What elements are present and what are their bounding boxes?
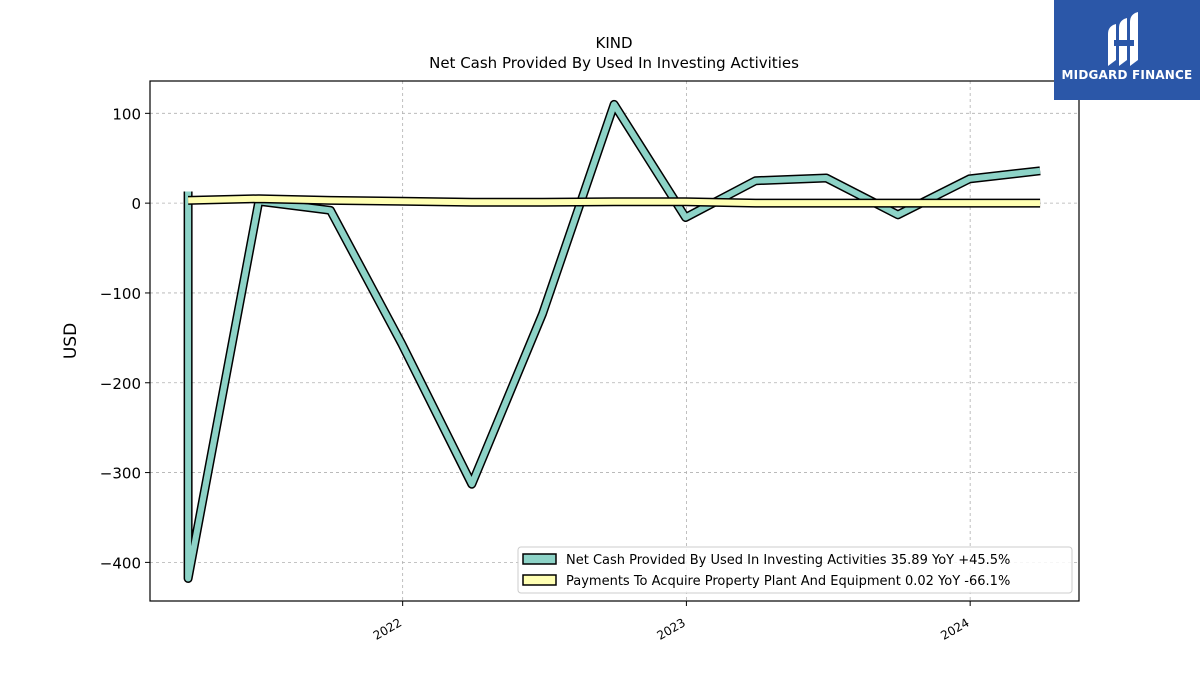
legend: Net Cash Provided By Used In Investing A… [517, 546, 1073, 594]
x-tick-label: 2022 [371, 615, 404, 642]
y-tick-label: 100 [112, 105, 141, 123]
x-tick-label: 2023 [654, 615, 687, 642]
legend-swatch-capex [522, 574, 557, 586]
series-line [188, 195, 1041, 207]
legend-box [517, 546, 1073, 594]
series-1 [187, 194, 1041, 208]
x-tick-label: 2024 [938, 615, 971, 642]
y-tick-label: −200 [100, 375, 141, 393]
brand-name: MIDGARD FINANCE [1061, 68, 1193, 82]
y-tick-label: −100 [100, 285, 141, 303]
legend-swatch-net-cash [522, 553, 557, 565]
chart-subtitle: Net Cash Provided By Used In Investing A… [429, 54, 799, 72]
y-tick-label: −300 [100, 465, 141, 483]
grid-lines [150, 81, 1079, 601]
series-line [185, 101, 1041, 582]
series-lines [183, 99, 1041, 583]
y-axis-label: USD [61, 323, 81, 359]
legend-label-net-cash: Net Cash Provided By Used In Investing A… [566, 553, 1010, 568]
plot-area-frame [149, 80, 1080, 602]
y-tick-label: 0 [131, 195, 141, 213]
chart-title: KIND [595, 34, 632, 52]
brand-mark-icon [1108, 12, 1138, 66]
series-0 [183, 99, 1041, 583]
x-axis-ticks: 2022 2023 2024 [371, 601, 972, 643]
y-tick-label: −400 [100, 554, 141, 572]
brand-logo: MIDGARD FINANCE [1054, 0, 1200, 100]
series-line-outline [183, 99, 1041, 583]
y-axis-ticks: −400 −300 −200 −100 0 100 [100, 105, 150, 572]
legend-label-capex: Payments To Acquire Property Plant And E… [566, 574, 1010, 589]
